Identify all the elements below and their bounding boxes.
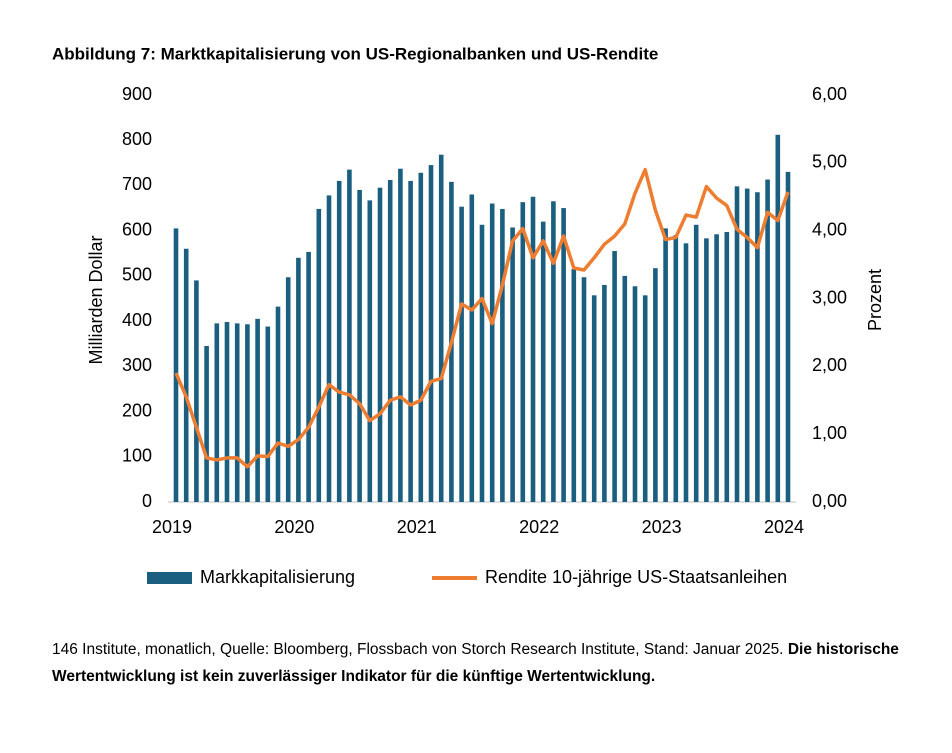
bar bbox=[755, 192, 760, 502]
bar bbox=[224, 322, 230, 502]
bar bbox=[642, 295, 648, 502]
chart: Abbildung 7: Marktkapitalisierung von US… bbox=[52, 44, 885, 587]
bar bbox=[673, 235, 679, 502]
x-tick-label: 2023 bbox=[642, 517, 682, 537]
y-tick-label: 500 bbox=[122, 265, 152, 285]
bar bbox=[500, 208, 505, 502]
bar bbox=[653, 268, 658, 502]
bar bbox=[551, 201, 556, 502]
bar bbox=[316, 208, 322, 502]
bar bbox=[602, 284, 607, 502]
chart-title: Abbildung 7: Marktkapitalisierung von US… bbox=[52, 44, 658, 63]
bar bbox=[245, 324, 250, 502]
bar bbox=[765, 179, 770, 502]
bar bbox=[632, 286, 638, 502]
bar bbox=[744, 188, 750, 503]
bar bbox=[683, 243, 689, 502]
y2-tick-label: 6,00 bbox=[812, 84, 847, 104]
bar bbox=[357, 189, 362, 502]
bar bbox=[336, 180, 342, 502]
y-tick-label: 900 bbox=[122, 84, 152, 104]
bar bbox=[408, 180, 413, 502]
legend-swatch bbox=[147, 572, 192, 584]
bar bbox=[785, 171, 791, 502]
bar bbox=[459, 206, 464, 502]
bar bbox=[296, 257, 301, 502]
bar bbox=[367, 200, 373, 502]
bar bbox=[438, 154, 444, 502]
bar bbox=[561, 208, 566, 503]
y2-tick-label: 4,00 bbox=[812, 219, 847, 239]
bar bbox=[214, 323, 220, 502]
y2-tick-label: 3,00 bbox=[812, 287, 847, 307]
bar bbox=[581, 277, 587, 502]
bar bbox=[469, 194, 475, 502]
bar bbox=[377, 187, 383, 502]
y-tick-label: 200 bbox=[122, 400, 152, 420]
legend-label: Markkapitalisierung bbox=[200, 567, 355, 587]
bar bbox=[704, 238, 709, 503]
bar bbox=[571, 269, 577, 502]
bar bbox=[265, 326, 271, 502]
y2-axis-label: Prozent bbox=[865, 269, 885, 331]
bar bbox=[183, 248, 189, 502]
bar bbox=[204, 345, 209, 502]
bar bbox=[693, 224, 699, 502]
bar bbox=[285, 277, 291, 502]
y-tick-label: 400 bbox=[122, 310, 152, 330]
bar bbox=[734, 186, 740, 503]
bar bbox=[612, 251, 617, 502]
bar bbox=[398, 168, 403, 502]
x-tick-label: 2019 bbox=[152, 517, 192, 537]
bar bbox=[540, 221, 546, 502]
bar bbox=[479, 224, 485, 502]
bar bbox=[418, 172, 424, 502]
bar bbox=[724, 232, 730, 503]
note-bold: Die historische Wertentwicklung ist kein… bbox=[52, 641, 899, 685]
y-tick-label: 0 bbox=[142, 491, 152, 511]
y2-tick-label: 1,00 bbox=[812, 423, 847, 443]
bar bbox=[775, 134, 781, 502]
note: 146 Institute, monatlich, Quelle: Bloomb… bbox=[52, 641, 784, 658]
y2-tick-label: 2,00 bbox=[812, 355, 847, 375]
bar bbox=[663, 228, 668, 502]
y-axis-label: Milliarden Dollar bbox=[86, 235, 106, 364]
x-tick-label: 2024 bbox=[764, 517, 804, 537]
bar bbox=[428, 165, 434, 502]
bar bbox=[489, 203, 495, 503]
bar bbox=[591, 295, 597, 502]
bar bbox=[530, 196, 536, 502]
x-tick-label: 2022 bbox=[519, 517, 559, 537]
y2-tick-label: 0,00 bbox=[812, 491, 847, 511]
footnote: 146 Institute, monatlich, Quelle: Bloomb… bbox=[52, 636, 922, 690]
y-tick-label: 100 bbox=[122, 446, 152, 466]
bar bbox=[194, 280, 199, 502]
bar bbox=[510, 227, 515, 503]
bar bbox=[520, 202, 526, 502]
bar bbox=[275, 306, 281, 502]
bar bbox=[234, 323, 240, 502]
y-tick-label: 700 bbox=[122, 174, 152, 194]
x-tick-label: 2021 bbox=[397, 517, 437, 537]
y-tick-label: 300 bbox=[122, 355, 152, 375]
y-tick-label: 600 bbox=[122, 219, 152, 239]
y2-tick-label: 5,00 bbox=[812, 152, 847, 172]
bar bbox=[255, 318, 260, 502]
y-tick-label: 800 bbox=[122, 129, 152, 149]
legend-label: Rendite 10-jährige US-Staatsanleihen bbox=[485, 567, 787, 587]
bar bbox=[347, 169, 352, 502]
bar bbox=[714, 234, 719, 503]
bar bbox=[387, 180, 393, 503]
bar bbox=[306, 251, 311, 502]
bar bbox=[173, 228, 179, 502]
bar bbox=[622, 275, 628, 502]
line bbox=[174, 167, 790, 469]
x-tick-label: 2020 bbox=[274, 517, 314, 537]
bar bbox=[326, 195, 332, 503]
